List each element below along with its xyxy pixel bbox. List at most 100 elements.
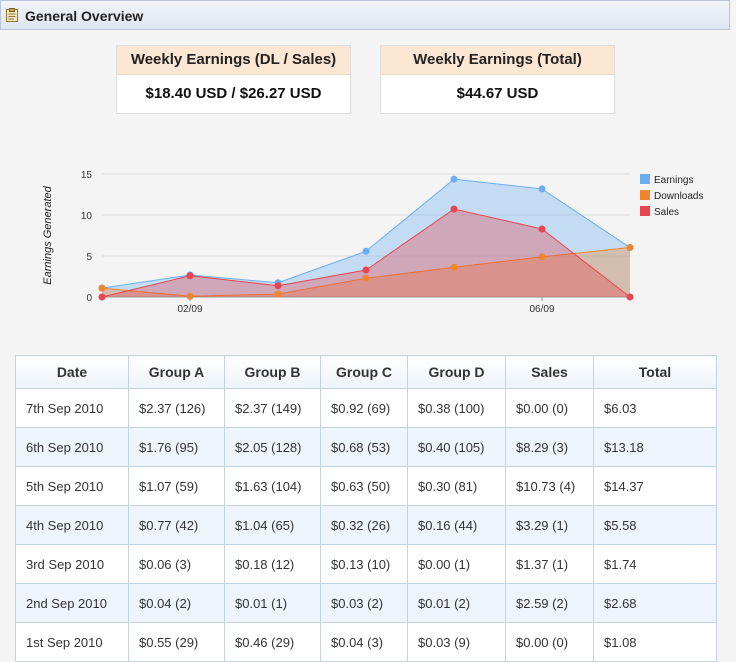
table-cell: $0.30 (81) bbox=[407, 466, 506, 506]
table-row: 2nd Sep 2010 $0.04 (2) $0.01 (1) $0.03 (2) $… bbox=[15, 583, 717, 623]
y-tick-label: 15 bbox=[81, 170, 93, 181]
table-cell: $0.00 (0) bbox=[505, 388, 594, 428]
table-header-row: Date Group A Group B Group C Group D Sal… bbox=[15, 355, 717, 389]
data-point-earnings bbox=[450, 175, 458, 183]
table-cell: $0.32 (26) bbox=[320, 505, 408, 545]
table-cell: $0.46 (29) bbox=[224, 622, 321, 662]
table-cell: $6.03 bbox=[593, 388, 717, 428]
data-point-downloads bbox=[362, 274, 370, 282]
legend-label: Sales bbox=[654, 207, 679, 218]
legend-swatch bbox=[640, 174, 650, 184]
table-row: 4th Sep 2010 $0.77 (42) $1.04 (65) $0.32 (2… bbox=[15, 505, 717, 545]
legend-swatch bbox=[640, 206, 650, 216]
table-cell: 6th Sep 2010 bbox=[15, 427, 129, 467]
data-point-sales bbox=[362, 266, 370, 274]
table-cell: $2.59 (2) bbox=[505, 583, 594, 623]
data-point-sales bbox=[450, 205, 458, 213]
clipboard-icon bbox=[6, 8, 18, 22]
column-header[interactable]: Sales bbox=[505, 355, 594, 389]
y-tick-label: 0 bbox=[86, 293, 92, 304]
table-cell: $3.29 (1) bbox=[505, 505, 594, 545]
table-cell: 3rd Sep 2010 bbox=[15, 544, 129, 584]
table-cell: $0.00 (0) bbox=[505, 622, 594, 662]
x-tick-label: 02/09 bbox=[177, 304, 202, 315]
y-tick-label: 10 bbox=[81, 211, 93, 222]
table-cell: $1.63 (104) bbox=[224, 466, 321, 506]
column-header[interactable]: Group C bbox=[320, 355, 408, 389]
table-cell: 5th Sep 2010 bbox=[15, 466, 129, 506]
table-cell: $0.77 (42) bbox=[128, 505, 225, 545]
table-cell: $5.58 bbox=[593, 505, 717, 545]
table-cell: $1.07 (59) bbox=[128, 466, 225, 506]
panel-title: General Overview bbox=[25, 8, 144, 24]
table-cell: $1.76 (95) bbox=[128, 427, 225, 467]
legend-label: Earnings bbox=[654, 175, 693, 186]
table-cell: $0.92 (69) bbox=[320, 388, 408, 428]
data-point-sales bbox=[186, 272, 194, 280]
table-cell: $2.37 (149) bbox=[224, 388, 321, 428]
table-cell: $0.18 (12) bbox=[224, 544, 321, 584]
table-row: 7th Sep 2010 $2.37 (126) $2.37 (149) $0.92 … bbox=[15, 388, 717, 428]
table-cell: $0.13 (10) bbox=[320, 544, 408, 584]
data-point-sales bbox=[274, 282, 282, 290]
card-value: $44.67 USD bbox=[456, 85, 539, 102]
table-cell: 7th Sep 2010 bbox=[15, 388, 129, 428]
table-cell: $0.68 (53) bbox=[320, 427, 408, 467]
table-cell: $1.04 (65) bbox=[224, 505, 321, 545]
series-area-sales bbox=[102, 209, 630, 297]
table-cell: $0.03 (9) bbox=[407, 622, 506, 662]
earnings-chart: 0 5 10 15 Earnings Generated 02/09 06/09 Earnin… bbox=[42, 170, 703, 315]
table-cell: $10.73 (4) bbox=[505, 466, 594, 506]
table-cell: $1.74 bbox=[593, 544, 717, 584]
table-cell: 1st Sep 2010 bbox=[15, 622, 129, 662]
data-point-downloads bbox=[274, 290, 282, 298]
data-point-downloads bbox=[538, 253, 546, 261]
data-point-sales bbox=[538, 225, 546, 233]
table-cell: 2nd Sep 2010 bbox=[15, 583, 129, 623]
series-area-earnings bbox=[102, 179, 630, 297]
card-title: Weekly Earnings (Total) bbox=[381, 46, 614, 75]
table-cell: $0.01 (2) bbox=[407, 583, 506, 623]
data-point-sales bbox=[626, 293, 634, 301]
table-cell: $0.00 (1) bbox=[407, 544, 506, 584]
column-header[interactable]: Group D bbox=[407, 355, 506, 389]
data-point-earnings bbox=[538, 185, 546, 193]
card-title: Weekly Earnings (DL / Sales) bbox=[117, 46, 350, 75]
table-cell: $2.05 (128) bbox=[224, 427, 321, 467]
table-cell: $0.03 (2) bbox=[320, 583, 408, 623]
data-point-downloads bbox=[186, 292, 194, 300]
column-header[interactable]: Group A bbox=[128, 355, 225, 389]
y-tick-label: 5 bbox=[86, 252, 92, 263]
panel-header: General Overview bbox=[0, 0, 730, 30]
x-tick-label: 06/09 bbox=[529, 304, 554, 315]
earnings-table: Date Group A Group B Group C Group D Sal… bbox=[15, 355, 717, 662]
data-point-downloads bbox=[450, 263, 458, 271]
table-row: 3rd Sep 2010 $0.06 (3) $0.18 (12) $0.13 (10… bbox=[15, 544, 717, 584]
weekly-earnings-dl-sales-card: Weekly Earnings (DL / Sales) $18.40 USD … bbox=[116, 45, 351, 114]
table-cell: $14.37 bbox=[593, 466, 717, 506]
data-point-sales bbox=[98, 293, 106, 301]
column-header[interactable]: Total bbox=[593, 355, 717, 389]
table-cell: $1.37 (1) bbox=[505, 544, 594, 584]
table-cell: $0.06 (3) bbox=[128, 544, 225, 584]
table-row: 6th Sep 2010 $1.76 (95) $2.05 (128) $0.68 (… bbox=[15, 427, 717, 467]
table-cell: $0.04 (2) bbox=[128, 583, 225, 623]
table-cell: $13.18 bbox=[593, 427, 717, 467]
weekly-earnings-total-card: Weekly Earnings (Total) $44.67 USD bbox=[380, 45, 615, 114]
card-value: $18.40 USD / $26.27 USD bbox=[145, 85, 322, 102]
table-row: 5th Sep 2010 $1.07 (59) $1.63 (104) $0.63 (… bbox=[15, 466, 717, 506]
data-point-downloads bbox=[626, 244, 634, 252]
table-cell: $8.29 (3) bbox=[505, 427, 594, 467]
table-cell: $0.01 (1) bbox=[224, 583, 321, 623]
data-point-earnings bbox=[362, 247, 370, 255]
table-cell: $0.63 (50) bbox=[320, 466, 408, 506]
data-point-downloads bbox=[98, 284, 106, 292]
table-cell: $0.38 (100) bbox=[407, 388, 506, 428]
legend-swatch bbox=[640, 190, 650, 200]
table-row: 1st Sep 2010 $0.55 (29) $0.46 (29) $0.04 (3… bbox=[15, 622, 717, 662]
column-header[interactable]: Group B bbox=[224, 355, 321, 389]
table-cell: $0.40 (105) bbox=[407, 427, 506, 467]
table-cell: $1.08 bbox=[593, 622, 717, 662]
table-cell: $0.55 (29) bbox=[128, 622, 225, 662]
column-header[interactable]: Date bbox=[15, 355, 129, 389]
